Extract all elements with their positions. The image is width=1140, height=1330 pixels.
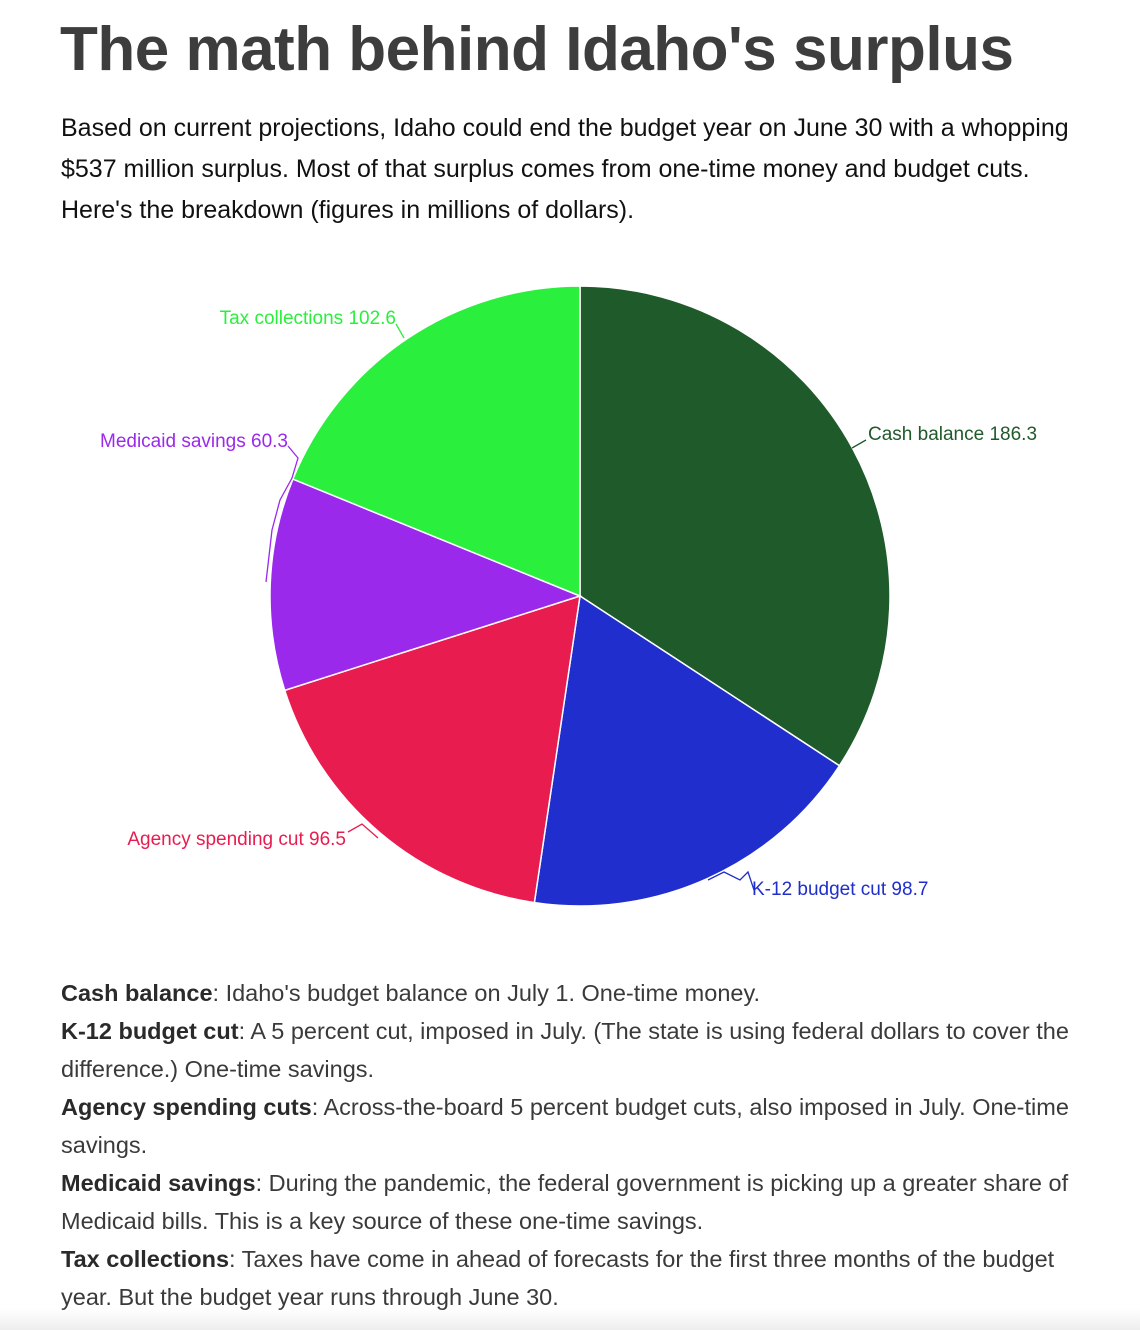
- note-text: : A 5 percent cut, imposed in July. (The…: [61, 1018, 1069, 1082]
- pie-slice-tax-collections: [291, 285, 581, 598]
- note-item: Cash balance: Idaho's budget balance on …: [61, 974, 1101, 1012]
- pie-slice-k-12-budget-cut: [533, 594, 841, 907]
- slice-label: Medicaid savings 60.3: [100, 431, 288, 452]
- pie-chart: Cash balance 186.3 K-12 budget cut 98.7 Ag…: [100, 285, 1037, 907]
- note-term: Agency spending cuts: [61, 1094, 312, 1120]
- label-leader-line: [707, 870, 755, 891]
- note-term: Tax collections: [61, 1246, 230, 1272]
- page-subtitle: Based on current projections, Idaho coul…: [61, 114, 1069, 224]
- label-leader-line: [851, 439, 867, 449]
- note-text: : Across-the-board 5 percent budget cuts…: [61, 1094, 1069, 1158]
- page-title: The math behind Idaho's surplus: [60, 15, 1014, 84]
- note-text: : During the pandemic, the federal gover…: [61, 1170, 1069, 1234]
- pie-slice-medicaid-savings: [269, 478, 583, 692]
- note-term: Cash balance: [61, 980, 213, 1006]
- note-item: Agency spending cuts: Across-the-board 5…: [61, 1088, 1101, 1164]
- label-leader-line: [395, 323, 405, 339]
- note-item: Tax collections: Taxes have come in ahea…: [61, 1240, 1101, 1316]
- note-item: Medicaid savings: During the pandemic, t…: [61, 1164, 1101, 1240]
- pie-slices: [269, 285, 891, 907]
- slice-label: Cash balance 186.3: [868, 424, 1037, 445]
- slice-label: K-12 budget cut 98.7: [752, 879, 928, 900]
- slice-label: Agency spending cut 96.5: [127, 829, 346, 850]
- slice-label: Tax collections 102.6: [220, 308, 396, 329]
- bottom-fade: [0, 1308, 1140, 1330]
- note-item: K-12 budget cut: A 5 percent cut, impose…: [61, 1012, 1101, 1088]
- note-term: K-12 budget cut: [61, 1018, 239, 1044]
- notes-list: Cash balance: Idaho's budget balance on …: [61, 974, 1101, 1316]
- label-leader-line: [347, 823, 379, 839]
- slice-labels: Cash balance 186.3 K-12 budget cut 98.7 Ag…: [100, 308, 1037, 900]
- note-text: : Idaho's budget balance on July 1. One-…: [212, 980, 761, 1006]
- label-leader-lines: [265, 323, 867, 891]
- note-term: Medicaid savings: [61, 1170, 256, 1196]
- note-text: : Taxes have come in ahead of forecasts …: [61, 1246, 1055, 1310]
- pie-slice-agency-spending-cut: [283, 594, 581, 904]
- pie-slice-cash-balance: [579, 285, 891, 767]
- label-leader-line: [265, 445, 299, 583]
